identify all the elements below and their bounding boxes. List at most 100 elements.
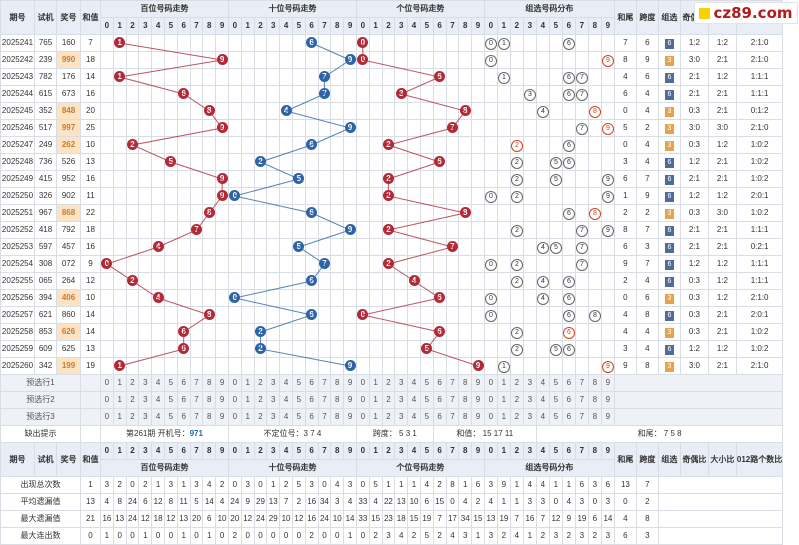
prediction-digit-cell[interactable]: 4 (151, 374, 165, 392)
prediction-digit-cell[interactable]: 4 (151, 408, 165, 426)
prediction-digit-cell[interactable]: 8 (458, 391, 473, 409)
prediction-digit-cell[interactable]: 8 (330, 408, 345, 426)
prediction-digit-cell[interactable]: 7 (189, 391, 204, 409)
prediction-digit-cell[interactable]: 0 (227, 374, 242, 392)
prediction-digit-cell[interactable]: 0 (483, 408, 498, 426)
prediction-digit-cell[interactable]: 8 (330, 374, 345, 392)
prediction-digit-cell[interactable]: 6 (304, 374, 319, 392)
prediction-digit-cell[interactable]: 2 (381, 408, 396, 426)
prediction-digit-cell[interactable]: 2 (253, 391, 268, 409)
prediction-digit-cell[interactable]: 8 (587, 408, 602, 426)
prediction-digit-cell[interactable]: 5 (419, 408, 434, 426)
prediction-digit-cell[interactable]: 4 (407, 391, 421, 409)
prediction-digit-cell[interactable]: 6 (432, 374, 447, 392)
prediction-digit-cell[interactable]: 9 (215, 391, 229, 409)
prediction-digit-cell[interactable]: 2 (381, 374, 396, 392)
prediction-digit-cell[interactable]: 5 (163, 391, 178, 409)
prediction-digit-cell[interactable]: 3 (394, 374, 409, 392)
prediction-digit-cell[interactable]: 8 (202, 408, 217, 426)
prediction-digit-cell[interactable]: 2 (253, 408, 268, 426)
prediction-digit-cell[interactable]: 7 (317, 408, 332, 426)
prediction-digit-cell[interactable]: 6 (432, 408, 447, 426)
prediction-digit-cell[interactable]: 2 (381, 391, 396, 409)
prediction-digit-cell[interactable]: 7 (445, 391, 460, 409)
prediction-row[interactable]: 预选行2 0 1 2 3 4 5 6 7 8 9 0 1 2 3 4 5 6 7 8 9 0 1 2 3 4 5 6 7 8 9 0 1 2 3 4 5… (0, 391, 784, 409)
prediction-digit-cell[interactable]: 2 (253, 374, 268, 392)
prediction-digit-cell[interactable]: 4 (279, 391, 293, 409)
prediction-digit-cell[interactable]: 9 (471, 391, 485, 409)
prediction-digit-cell[interactable]: 6 (176, 391, 191, 409)
prediction-digit-cell[interactable]: 8 (202, 374, 217, 392)
prediction-digit-cell[interactable]: 8 (587, 374, 602, 392)
prediction-digit-cell[interactable]: 1 (112, 408, 127, 426)
prediction-digit-cell[interactable]: 6 (561, 374, 576, 392)
prediction-digit-cell[interactable]: 3 (138, 408, 153, 426)
prediction-digit-cell[interactable]: 2 (509, 391, 524, 409)
prediction-digit-cell[interactable]: 0 (355, 408, 370, 426)
prediction-digit-cell[interactable]: 0 (483, 374, 498, 392)
prediction-digit-cell[interactable]: 1 (368, 391, 383, 409)
prediction-digit-cell[interactable]: 9 (600, 391, 615, 409)
prediction-digit-cell[interactable]: 7 (574, 391, 589, 409)
prediction-digit-cell[interactable]: 1 (496, 374, 511, 392)
prediction-digit-cell[interactable]: 5 (163, 408, 178, 426)
prediction-digit-cell[interactable]: 3 (266, 408, 281, 426)
prediction-digit-cell[interactable]: 9 (343, 408, 357, 426)
prediction-digit-cell[interactable]: 2 (125, 391, 140, 409)
prediction-digit-cell[interactable]: 5 (548, 391, 563, 409)
prediction-digit-cell[interactable]: 0 (227, 408, 242, 426)
prediction-digit-cell[interactable]: 1 (240, 408, 255, 426)
prediction-digit-cell[interactable]: 5 (548, 374, 563, 392)
prediction-digit-cell[interactable]: 3 (522, 391, 537, 409)
prediction-digit-cell[interactable]: 1 (368, 408, 383, 426)
prediction-digit-cell[interactable]: 3 (138, 391, 153, 409)
prediction-digit-cell[interactable]: 4 (151, 391, 165, 409)
prediction-digit-cell[interactable]: 5 (419, 391, 434, 409)
prediction-digit-cell[interactable]: 6 (432, 391, 447, 409)
prediction-digit-cell[interactable]: 3 (394, 391, 409, 409)
prediction-digit-cell[interactable]: 3 (266, 391, 281, 409)
prediction-digit-cell[interactable]: 7 (189, 408, 204, 426)
prediction-digit-cell[interactable]: 7 (445, 374, 460, 392)
prediction-digit-cell[interactable]: 6 (176, 374, 191, 392)
prediction-digit-cell[interactable]: 1 (368, 374, 383, 392)
prediction-digit-cell[interactable]: 9 (215, 374, 229, 392)
prediction-digit-cell[interactable]: 8 (458, 408, 473, 426)
prediction-digit-cell[interactable]: 8 (330, 391, 345, 409)
prediction-digit-cell[interactable]: 4 (279, 374, 293, 392)
prediction-digit-cell[interactable]: 5 (419, 374, 434, 392)
prediction-digit-cell[interactable]: 7 (574, 374, 589, 392)
prediction-digit-cell[interactable]: 9 (343, 374, 357, 392)
prediction-digit-cell[interactable]: 6 (304, 408, 319, 426)
prediction-digit-cell[interactable]: 9 (471, 374, 485, 392)
prediction-digit-cell[interactable]: 9 (600, 408, 615, 426)
prediction-digit-cell[interactable]: 0 (100, 374, 114, 392)
prediction-digit-cell[interactable]: 0 (100, 391, 114, 409)
prediction-digit-cell[interactable]: 4 (535, 408, 550, 426)
prediction-digit-cell[interactable]: 0 (100, 408, 114, 426)
prediction-digit-cell[interactable]: 7 (574, 408, 589, 426)
prediction-digit-cell[interactable]: 2 (125, 408, 140, 426)
prediction-digit-cell[interactable]: 9 (215, 408, 229, 426)
prediction-digit-cell[interactable]: 9 (343, 391, 357, 409)
prediction-digit-cell[interactable]: 5 (291, 408, 306, 426)
prediction-digit-cell[interactable]: 6 (304, 391, 319, 409)
prediction-digit-cell[interactable]: 1 (496, 391, 511, 409)
prediction-digit-cell[interactable]: 3 (138, 374, 153, 392)
prediction-digit-cell[interactable]: 7 (189, 374, 204, 392)
prediction-row[interactable]: 预选行3 0 1 2 3 4 5 6 7 8 9 0 1 2 3 4 5 6 7 8 9 0 1 2 3 4 5 6 7 8 9 0 1 2 3 4 5… (0, 408, 784, 426)
prediction-digit-cell[interactable]: 1 (496, 408, 511, 426)
prediction-digit-cell[interactable]: 5 (548, 408, 563, 426)
prediction-digit-cell[interactable]: 0 (227, 391, 242, 409)
prediction-digit-cell[interactable]: 3 (522, 374, 537, 392)
prediction-digit-cell[interactable]: 2 (509, 374, 524, 392)
prediction-digit-cell[interactable]: 4 (407, 374, 421, 392)
prediction-digit-cell[interactable]: 9 (471, 408, 485, 426)
prediction-digit-cell[interactable]: 1 (240, 374, 255, 392)
site-logo[interactable]: cz89.com (694, 2, 798, 24)
prediction-digit-cell[interactable]: 3 (522, 408, 537, 426)
prediction-digit-cell[interactable]: 4 (407, 408, 421, 426)
prediction-digit-cell[interactable]: 6 (176, 408, 191, 426)
prediction-digit-cell[interactable]: 6 (561, 391, 576, 409)
prediction-digit-cell[interactable]: 3 (266, 374, 281, 392)
